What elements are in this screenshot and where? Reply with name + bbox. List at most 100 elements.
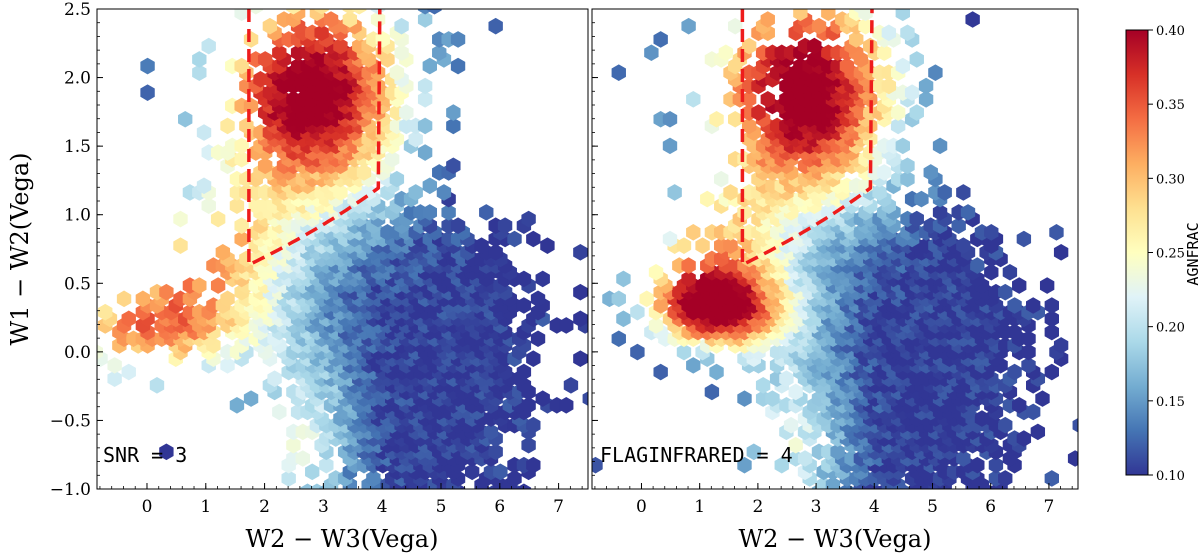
left-hexbin-layer xyxy=(97,9,588,489)
hexbin-cell xyxy=(450,31,466,48)
hexbin-cell xyxy=(234,150,249,168)
hexbin-cell xyxy=(257,157,273,175)
hexbin-cell xyxy=(493,463,508,481)
hexbin-cell xyxy=(516,297,532,314)
hexbin-cell xyxy=(573,243,588,261)
hexbin-cell xyxy=(323,11,339,28)
hexbin-cell xyxy=(107,370,122,387)
right-axis-ticks: 0 1 2 3 4 5 6 7 xyxy=(592,8,1073,517)
hexbin-cell xyxy=(960,204,976,221)
hexbin-cell xyxy=(234,9,249,22)
hexbin-cell xyxy=(196,177,212,195)
hexbin-cell xyxy=(446,157,461,175)
hexbin-cell xyxy=(998,470,1013,487)
colorbar-tick-label: 0.20 xyxy=(1156,321,1185,336)
hexbin-cell xyxy=(811,17,827,35)
hexbin-cell xyxy=(408,130,423,148)
hexbin-cell xyxy=(1044,297,1059,314)
colorbar-tick-label: 0.30 xyxy=(1156,172,1185,187)
hexbin-cell xyxy=(648,317,664,334)
colorbar-gradient xyxy=(1125,29,1149,476)
hexbin-cell xyxy=(737,456,752,474)
hexbin-cell xyxy=(149,377,165,394)
hexbin-cell xyxy=(220,117,235,135)
hexbin-cell xyxy=(507,470,522,487)
hexbin-cell xyxy=(366,470,381,487)
hexbin-cell xyxy=(192,51,207,68)
hexbin-cell xyxy=(121,363,136,381)
hexbin-cell xyxy=(1016,430,1032,447)
hexbin-cell xyxy=(779,370,794,387)
x-tick-label: 6 xyxy=(494,497,505,517)
hexbin-cell xyxy=(526,350,541,368)
hexbin-cell xyxy=(464,463,480,481)
hexbin-cell xyxy=(783,416,799,434)
hexbin-cell xyxy=(215,243,231,261)
hexbin-cell xyxy=(389,170,405,188)
hexbin-cell xyxy=(196,124,212,141)
hexbin-cell xyxy=(121,310,136,328)
hexbin-cell xyxy=(497,217,513,234)
hexbin-cell xyxy=(1044,470,1059,487)
hexbin-cell xyxy=(895,137,910,155)
hexbin-cell xyxy=(417,144,433,161)
hexbin-cell xyxy=(681,270,696,288)
hexbin-cell xyxy=(937,184,952,201)
hexbin-cell xyxy=(135,290,151,308)
hexbin-cell xyxy=(932,204,948,221)
hexbin-cell xyxy=(450,217,466,234)
hexbin-cell xyxy=(1021,343,1036,361)
right-agn-boundary xyxy=(740,9,874,267)
x-tick-label: 3 xyxy=(318,497,329,517)
hexbin-cell xyxy=(630,303,645,321)
hexbin-cell xyxy=(305,463,320,481)
hexbin-cell xyxy=(229,197,245,215)
hexbin-cell xyxy=(295,450,310,467)
hexbin-cell xyxy=(582,391,588,406)
hexbin-cell xyxy=(474,237,489,254)
hexbin-cell xyxy=(210,277,226,294)
hexbin-cell xyxy=(709,110,724,128)
hexbin-cell xyxy=(616,270,631,288)
hexbin-cell xyxy=(858,17,873,35)
hexbin-cell xyxy=(970,257,985,274)
left-panel: 0 1 2 3 4 5 6 7 −1.0 −0.5 0.0 0.5 1.0 1.5 2.0 2.5 SNR =… xyxy=(6,0,589,553)
hexbin-cell xyxy=(248,9,263,15)
hexbin-cell xyxy=(676,237,692,254)
left-agn-boundary xyxy=(247,9,382,267)
hexbin-cell xyxy=(272,403,287,421)
x-tick-label: 4 xyxy=(377,497,388,517)
hexbin-cell xyxy=(229,396,245,414)
hexbin-cell xyxy=(918,77,934,95)
colorbar-tick-label: 0.35 xyxy=(1156,98,1185,113)
hexbin-cell xyxy=(422,204,438,221)
hexbin-cell xyxy=(526,456,541,474)
hexbin-cell xyxy=(1053,337,1069,354)
hexbin-cell xyxy=(695,237,710,254)
hexbin-cell xyxy=(483,423,499,441)
hexbin-cell xyxy=(998,283,1013,301)
hexbin-cell xyxy=(1021,357,1036,374)
hexbin-cell xyxy=(900,24,915,42)
colorbar-ticks: 0.10 0.15 0.20 0.25 0.30 0.35 0.40 xyxy=(1148,24,1185,484)
hexbin-cell xyxy=(681,257,696,274)
hexbin-cell xyxy=(686,91,701,108)
hexbin-cell xyxy=(1007,297,1022,314)
hexbin-cell xyxy=(220,290,235,308)
colorbar: 0.10 0.15 0.20 0.25 0.30 0.35 0.40 AGNFRAC xyxy=(1125,24,1200,484)
y-tick-label: 1.5 xyxy=(64,137,91,157)
hexbin-cell xyxy=(1007,363,1022,381)
hexbin-cell xyxy=(1049,224,1064,241)
hexbin-cell xyxy=(573,283,588,301)
hexbin-cell xyxy=(723,237,738,254)
hexbin-cell xyxy=(662,137,678,155)
hexbin-cell xyxy=(333,37,348,55)
hexbin-cell xyxy=(116,290,132,308)
hexbin-cell xyxy=(853,9,869,15)
hexbin-cell xyxy=(159,283,174,301)
hexbin-cell xyxy=(751,104,766,121)
hexbin-cell xyxy=(1072,417,1078,433)
hexbin-cell xyxy=(385,150,400,168)
hexbin-cell xyxy=(535,390,550,407)
hexbin-cell xyxy=(446,104,461,121)
